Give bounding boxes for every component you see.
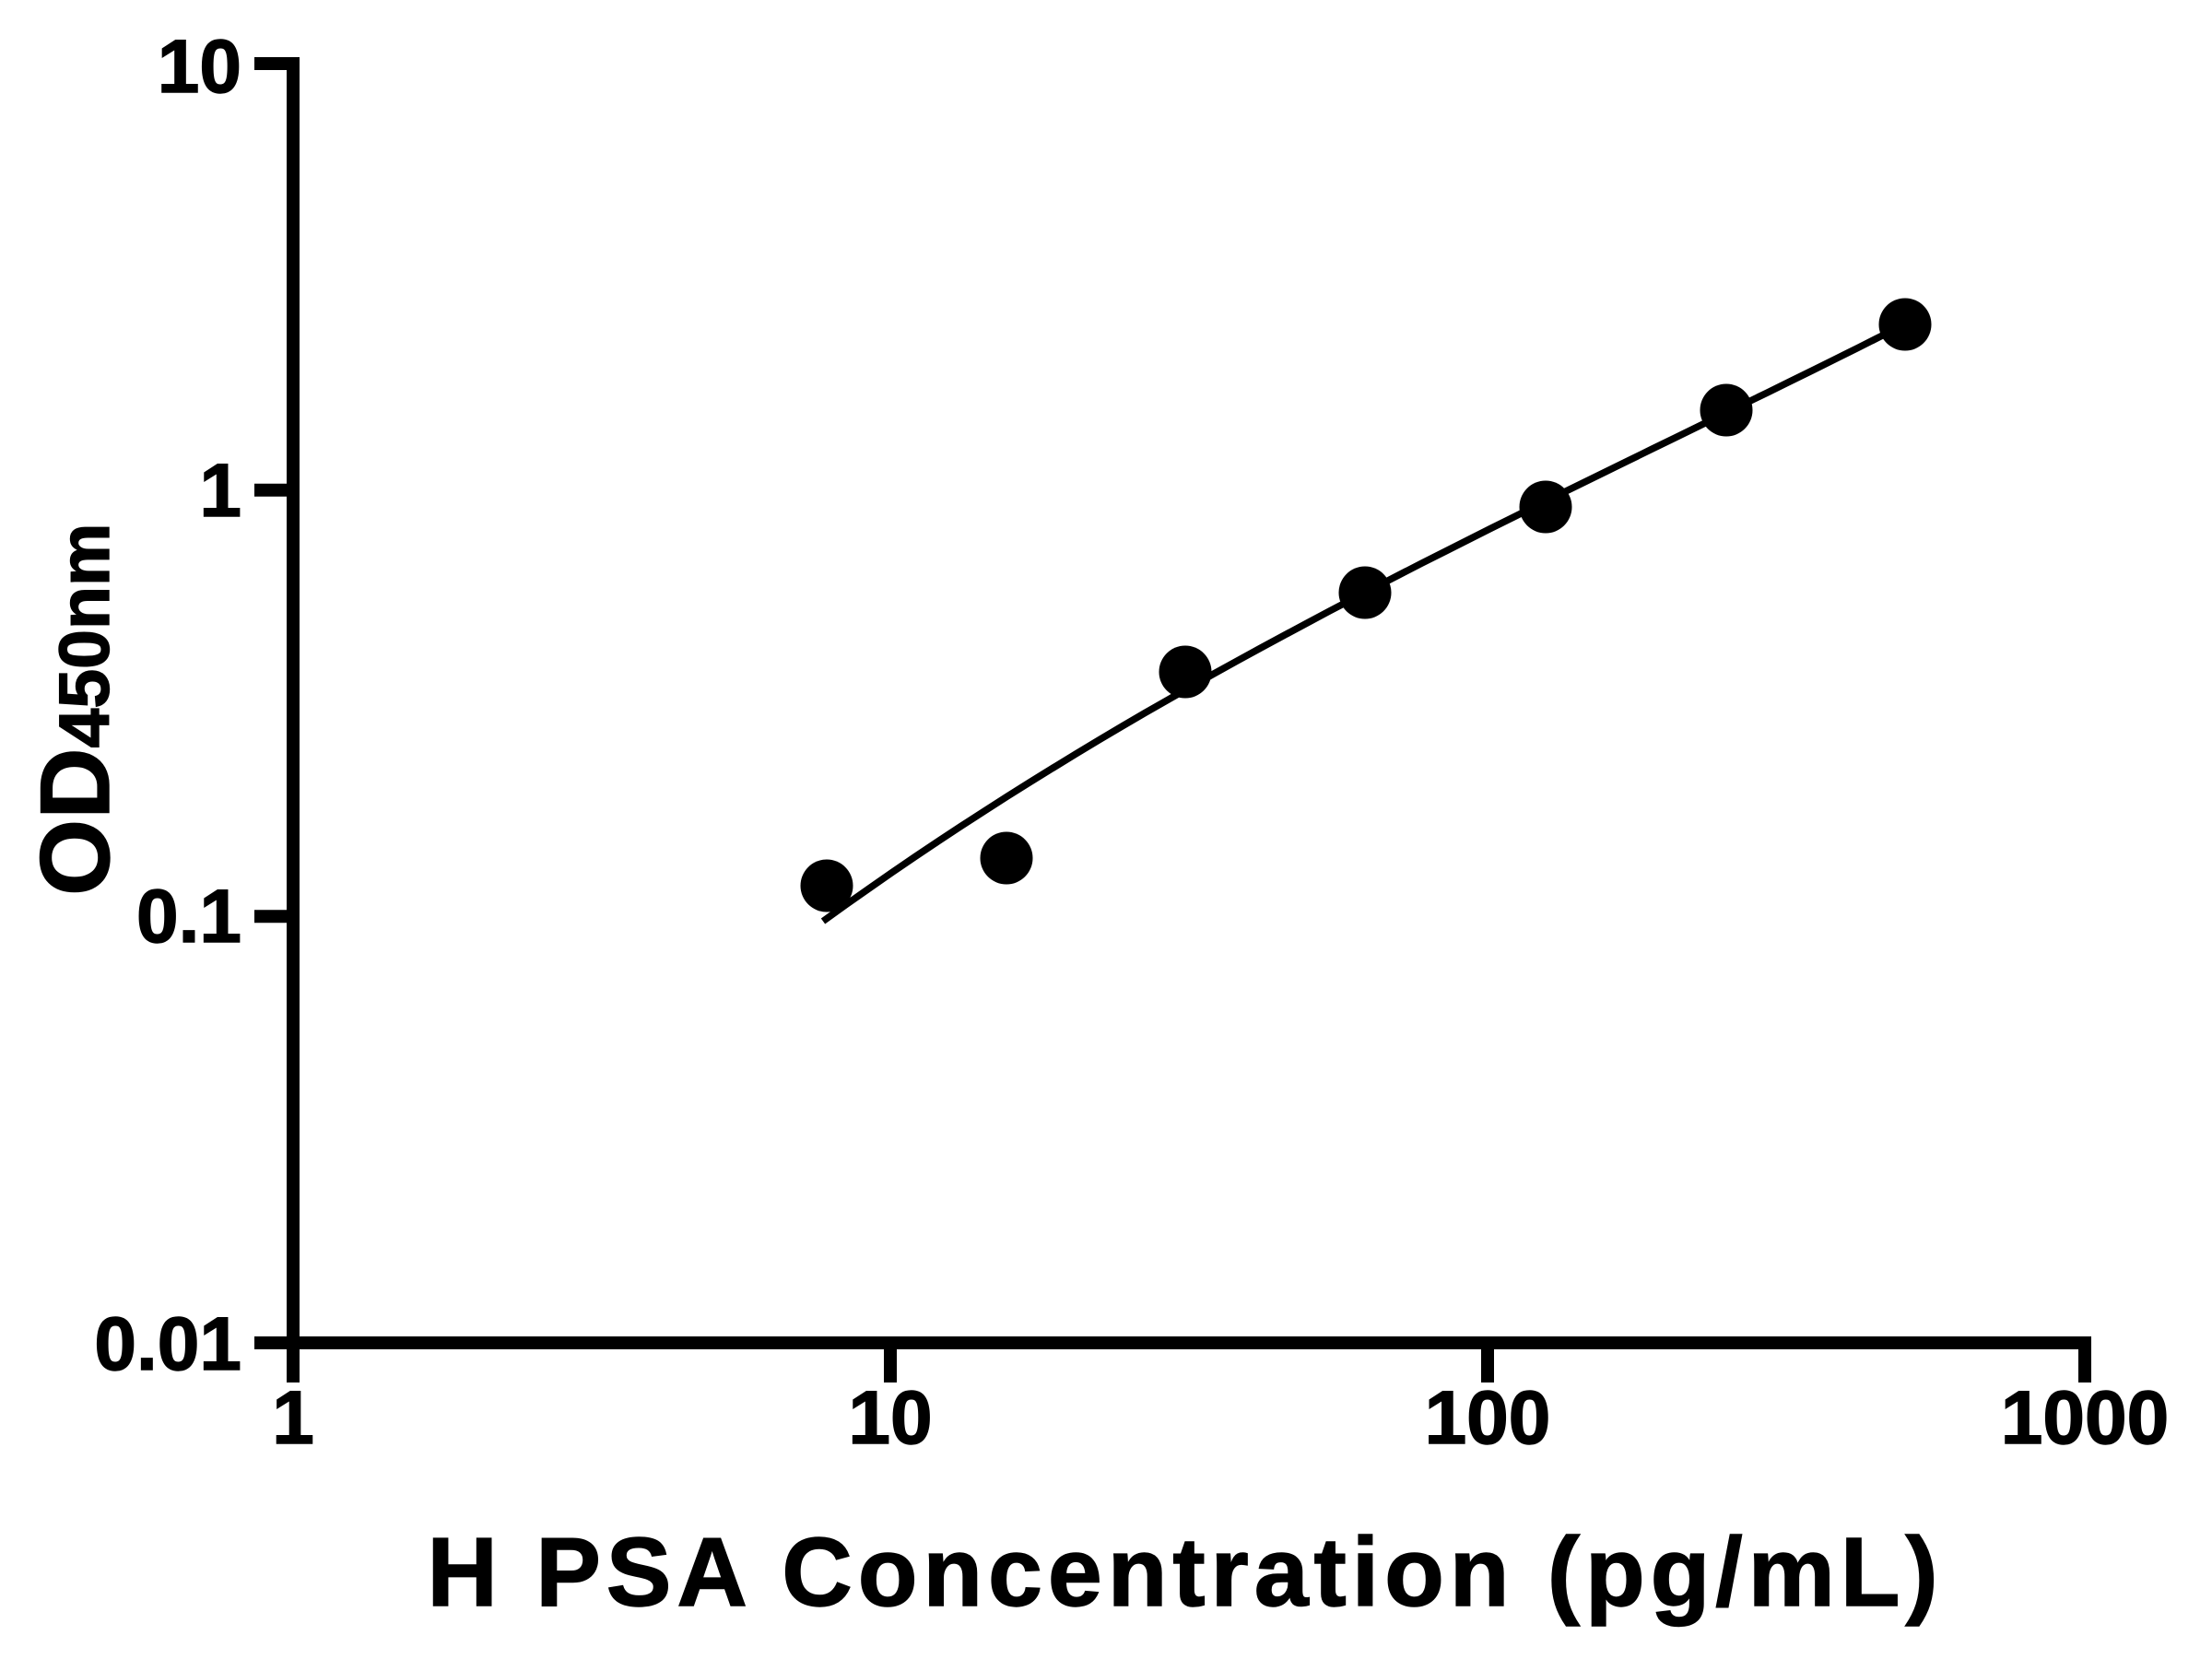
svg-text:1: 1 (199, 449, 241, 533)
svg-text:10: 10 (848, 1376, 932, 1460)
svg-text:H PSA Concentration (pg/mL): H PSA Concentration (pg/mL) (427, 1518, 1943, 1627)
svg-text:100: 100 (1425, 1376, 1551, 1460)
svg-text:0.1: 0.1 (136, 875, 241, 959)
svg-text:0.01: 0.01 (94, 1302, 241, 1386)
svg-text:1: 1 (272, 1376, 314, 1460)
svg-text:10: 10 (158, 25, 241, 109)
svg-text:1000: 1000 (2001, 1376, 2169, 1460)
